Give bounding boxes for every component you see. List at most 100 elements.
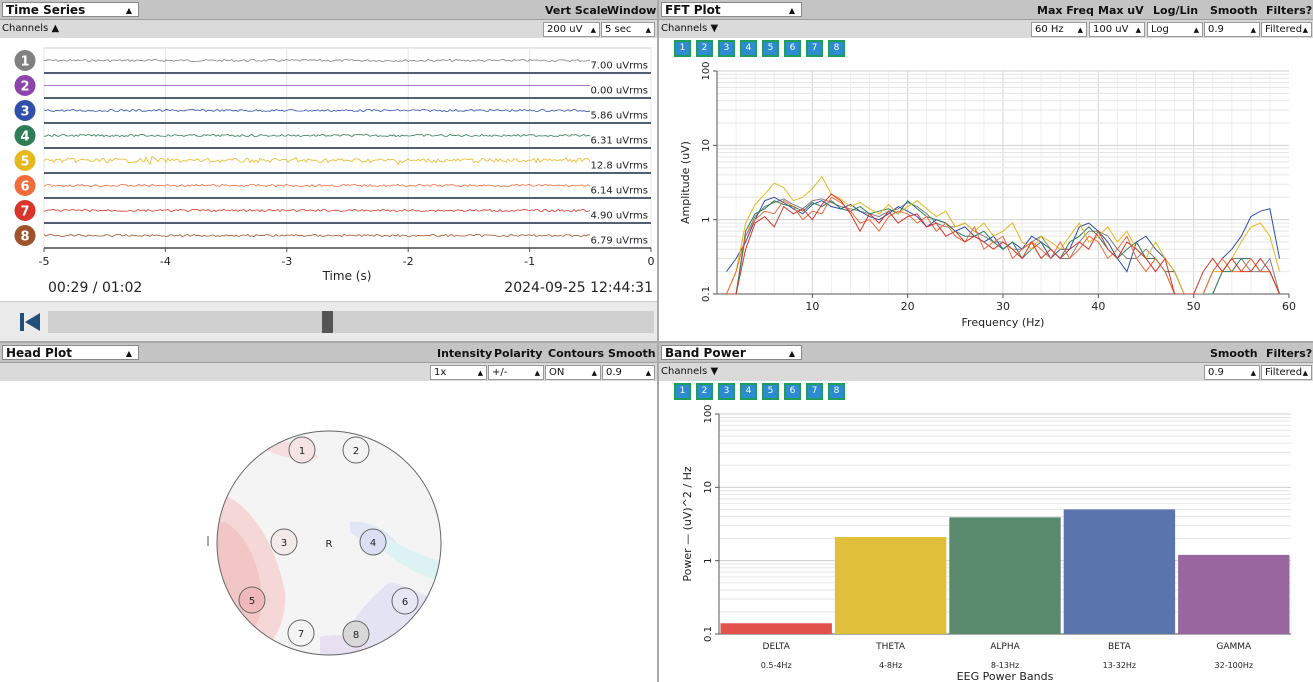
channel-toggle-3[interactable]: 3 [13,99,37,122]
caret-up-icon: ▲ [477,369,483,377]
caret-up-icon: ▲ [645,369,651,377]
recording-timestamp: 2024-09-25 12:44:31 [504,280,653,296]
channel-button-3[interactable]: 3 [718,40,735,57]
channel-rms: 7.00 uVrms [590,61,648,72]
channel-row: 6 6.14 uVrms [13,174,651,199]
channel-button-4[interactable]: 4 [740,40,757,57]
log-lin-dropdown[interactable]: Log ▲ [1147,22,1203,37]
channel-button-5[interactable]: 5 [762,40,779,57]
intensity-label: Intensity [437,347,493,360]
widget-selector-head-plot[interactable]: Head Plot ▲ [2,345,139,360]
y-tick-label: 100 [701,61,712,80]
filters-label: Filters? [1266,347,1313,360]
band-range-label: 4-8Hz [879,661,902,670]
channel-row: 4 6.31 uVrms [13,124,651,149]
channel-toggle-2[interactable]: 2 [13,74,37,97]
channel-rms: 5.86 uVrms [590,111,648,122]
electrode-label: 3 [281,538,287,549]
playback-slider-handle[interactable] [321,311,333,333]
band-category-label: DELTA [763,642,791,652]
channel-toggle-7[interactable]: 7 [13,199,37,222]
channel-number: 3 [20,105,29,120]
channel-row: 2 0.00 uVrms [13,74,651,99]
channel-button-2[interactable]: 2 [696,40,713,57]
widget-selector-band-power[interactable]: Band Power ▲ [661,345,802,360]
contours-label: Contours [548,347,605,360]
electrode-label: 7 [298,629,304,640]
band-power-panel: Band Power ▲ Smooth Filters? Channels ▼ 0… [659,343,1313,682]
y-tick-label: 10 [703,481,714,494]
band-bar-theta [834,537,947,634]
smooth-dropdown[interactable]: 0.9 ▲ [1204,22,1260,37]
caret-up-icon: ▲ [1193,26,1199,34]
polarity-label: Polarity [494,347,543,360]
contours-dropdown[interactable]: ON ▲ [545,365,601,380]
channel-button-6[interactable]: 6 [784,40,801,57]
widget-selector-fft[interactable]: FFT Plot ▲ [661,2,802,17]
channels-toggle[interactable]: Channels ▼ [661,23,719,34]
channel-number: 1 [20,55,29,70]
channel-toggle-8[interactable]: 8 [13,224,37,247]
channel-button-4[interactable]: 4 [740,383,757,400]
caret-up-icon: ▲ [788,349,795,358]
skip-to-start-icon[interactable] [20,311,42,333]
channel-button-7[interactable]: 7 [806,383,823,400]
channels-toggle[interactable]: Channels ▼ [661,366,719,377]
channel-toggle-5[interactable]: 5 [13,149,37,172]
x-tick-label: 20 [901,300,915,313]
fft-titlebar: FFT Plot ▲ Max Freq Max uV Log/Lin Smooth… [659,0,1313,20]
channel-button-1[interactable]: 1 [674,383,691,400]
window-dropdown[interactable]: 5 sec ▲ [601,22,655,37]
band-category-label: ALPHA [990,642,1020,652]
vert-scale-label: Vert Scale [545,4,608,17]
y-tick-label: 0.1 [703,626,714,642]
intensity-dropdown[interactable]: 1x ▲ [430,365,487,380]
channel-number: 8 [20,230,29,245]
filters-dropdown[interactable]: Filtered ▲ [1261,22,1312,37]
caret-up-icon: ▲ [125,6,132,15]
band-power-control-bar: Channels ▼ 0.9 ▲ Filtered ▲ [659,363,1313,381]
window-label: Window [607,4,657,17]
x-tick-label: 0 [648,255,655,268]
filters-dropdown[interactable]: Filtered ▲ [1261,365,1312,380]
x-tick-label: 40 [1091,300,1105,313]
channel-button-2[interactable]: 2 [696,383,713,400]
polarity-dropdown[interactable]: +/- ▲ [488,365,544,380]
channel-toggle-4[interactable]: 4 [13,124,37,147]
channel-rms: 4.90 uVrms [590,211,648,222]
electrode-5: 5 [238,586,266,614]
caret-up-icon: ▲ [645,26,651,34]
caret-up-icon: ▲ [590,26,596,34]
head-plot-control-bar: 1x ▲ +/- ▲ ON ▲ 0.9 ▲ [0,363,657,381]
channel-rms: 6.31 uVrms [590,136,648,147]
channels-toggle[interactable]: Channels ▲ [2,23,60,34]
channel-button-8[interactable]: 8 [828,383,845,400]
smooth-dropdown[interactable]: 0.9 ▲ [1204,365,1260,380]
max-freq-label: Max Freq [1037,4,1094,17]
channel-button-8[interactable]: 8 [828,40,845,57]
channel-toggle-1[interactable]: 1 [13,49,37,72]
channel-rms: 12.8 uVrms [590,161,648,172]
vert-scale-dropdown[interactable]: 200 uV ▲ [543,22,600,37]
channel-button-5[interactable]: 5 [762,383,779,400]
playback-slider[interactable] [48,311,654,333]
channel-row: 7 4.90 uVrms [13,199,651,224]
time-axis-label: Time (s) [322,269,372,283]
smooth-dropdown[interactable]: 0.9 ▲ [602,365,655,380]
playback-bar [0,301,657,341]
channel-number: 6 [20,180,29,195]
log-lin-label: Log/Lin [1153,4,1199,17]
signal-trace [43,183,591,188]
channel-button-3[interactable]: 3 [718,383,735,400]
channel-button-1[interactable]: 1 [674,40,691,57]
max-freq-dropdown[interactable]: 60 Hz ▲ [1031,22,1087,37]
channel-button-6[interactable]: 6 [784,383,801,400]
channel-toggle-6[interactable]: 6 [13,174,37,197]
channel-button-7[interactable]: 7 [806,40,823,57]
channel-number: 2 [20,80,29,95]
max-uv-dropdown[interactable]: 100 uV ▲ [1089,22,1145,37]
time-series-control-bar: Channels ▲ 200 uV ▲ 5 sec ▲ [0,20,657,38]
widget-selector-time-series[interactable]: Time Series ▲ [2,2,139,17]
x-axis-label: EEG Power Bands [957,670,1054,682]
